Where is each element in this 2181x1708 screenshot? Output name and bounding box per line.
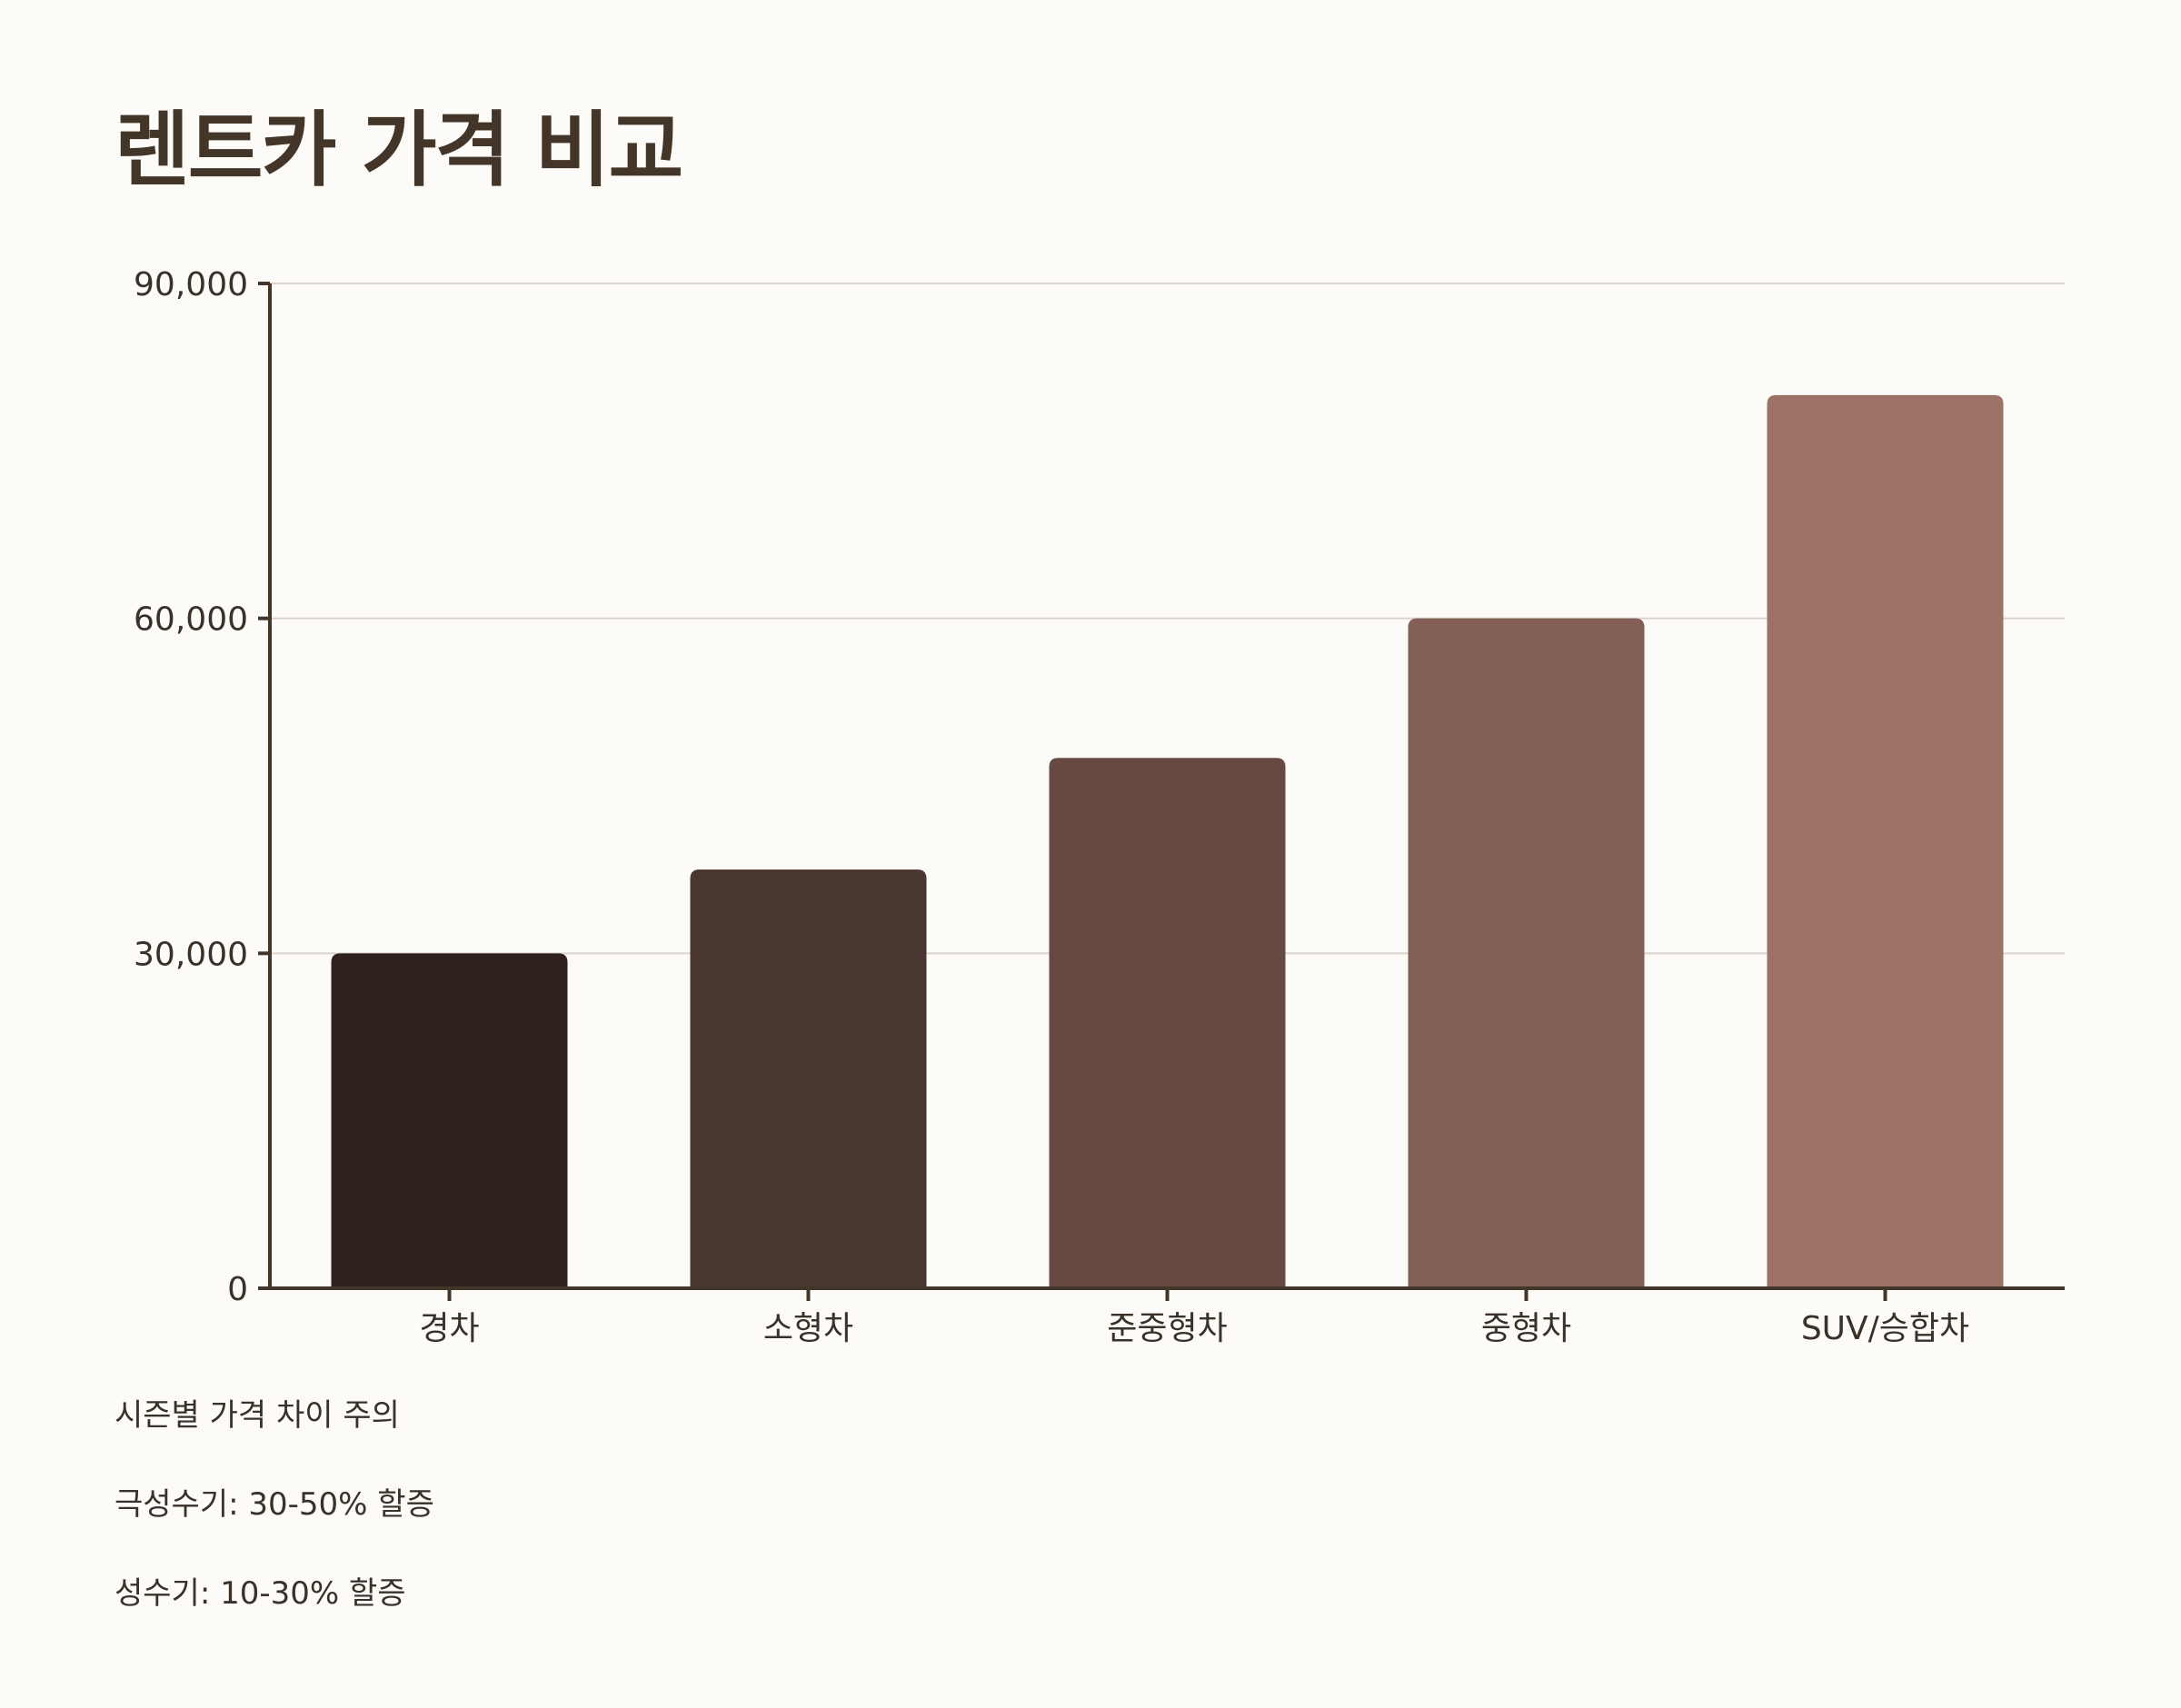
bar-1 (331, 953, 568, 1288)
y-tick-label: 0 (227, 1271, 248, 1308)
bar-3 (1049, 758, 1286, 1288)
y-tick-label: 30,000 (134, 936, 248, 973)
bar-chart: 0 30,000 60,000 90,000 경차 소형차 준중형차 중형차 SUV/승합차 (134, 266, 2065, 1347)
x-tick-label: 경차 (419, 1310, 479, 1347)
note-season: 시즌별 가격 차이 주의 (115, 1397, 400, 1434)
note-peak-season: 극성수기: 30-50% 할증 (115, 1486, 434, 1523)
bar-2 (690, 869, 927, 1288)
x-tick-label: 중형차 (1481, 1310, 1571, 1347)
y-tick-label: 60,000 (134, 601, 248, 639)
chart-title: 렌트카 가격 비교 (115, 103, 683, 198)
y-axis-ticks: 0 30,000 60,000 90,000 (134, 266, 270, 1308)
bar-5 (1767, 394, 2004, 1288)
bar-4 (1408, 618, 1645, 1288)
x-tick-label: 준중형차 (1107, 1310, 1227, 1347)
bars (331, 394, 2004, 1288)
y-tick-label: 90,000 (134, 266, 248, 303)
x-tick-label: SUV/승합차 (1801, 1310, 1969, 1347)
x-axis-ticks: 경차 소형차 준중형차 중형차 SUV/승합차 (419, 1288, 1969, 1347)
x-tick-label: 소형차 (763, 1310, 853, 1347)
note-high-season: 성수기: 10-30% 할증 (115, 1575, 406, 1612)
